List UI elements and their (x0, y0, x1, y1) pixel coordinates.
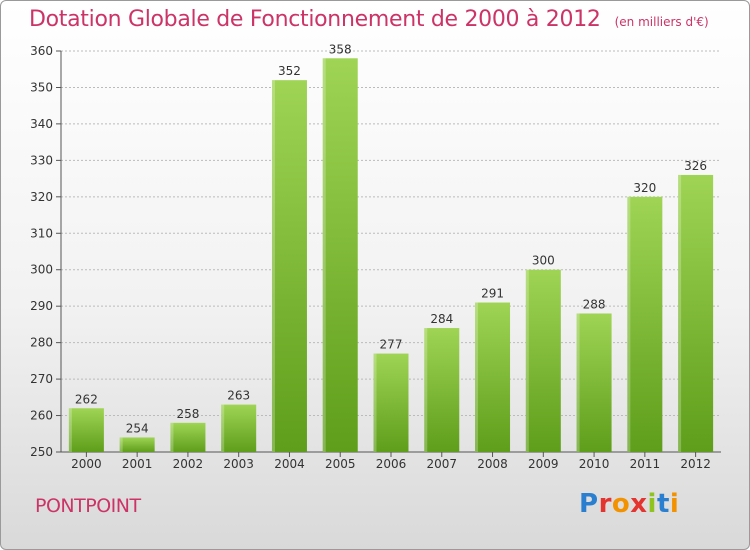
x-tick-label: 2007 (426, 457, 457, 471)
y-tick-label: 320 (30, 190, 53, 204)
bar-2001 (119, 437, 155, 452)
data-label: 320 (633, 181, 656, 195)
y-tick-label: 310 (30, 226, 53, 240)
bar-highlight (373, 353, 377, 452)
grid-lines (61, 50, 721, 417)
data-label: 291 (481, 287, 504, 301)
x-tick-label: 2000 (71, 457, 102, 471)
data-label: 258 (176, 407, 199, 421)
bar-2004 (271, 80, 307, 452)
x-tick-label: 2010 (579, 457, 610, 471)
bar-2002 (170, 422, 206, 452)
bars (68, 58, 714, 453)
bar-highlight (475, 302, 479, 452)
bar-2007 (424, 328, 460, 452)
axes: 250 260 270 280 290 300 310 320 330 340 350 360 2000… (30, 44, 721, 471)
bar-2010 (576, 313, 612, 452)
y-tick-label: 260 (30, 409, 53, 423)
data-label: 262 (75, 392, 98, 406)
y-tick-label: 290 (30, 299, 53, 313)
bar-2009 (525, 269, 561, 452)
bar-highlight (119, 437, 123, 452)
bar-highlight (627, 196, 631, 452)
data-label: 300 (532, 254, 555, 268)
x-tick-label: 2004 (274, 457, 305, 471)
logo-letter: i (647, 489, 657, 519)
y-tick-label: 330 (30, 153, 53, 167)
bar-2011 (627, 196, 663, 452)
logo-letter: i (669, 489, 680, 519)
y-tick-label: 250 (30, 445, 53, 459)
bar-2012 (678, 174, 714, 453)
bar-highlight (322, 58, 326, 453)
bar-highlight (221, 404, 225, 452)
y-tick-label: 340 (30, 117, 53, 131)
bar-2005 (322, 58, 358, 453)
chart-unit: (en milliers d'€) (614, 15, 709, 29)
data-label: 277 (380, 338, 403, 352)
logo-letter: o (611, 489, 631, 519)
x-tick-label: 2005 (325, 457, 356, 471)
logo-letter: x (630, 489, 648, 519)
bar-highlight (576, 313, 580, 452)
chart-title-text: Dotation Globale de Fonctionnement de 20… (29, 7, 601, 32)
y-tick-label: 270 (30, 372, 53, 386)
data-label: 284 (430, 312, 453, 326)
x-tick-label: 2011 (630, 457, 661, 471)
bar-2003 (221, 404, 257, 452)
y-tick-label: 300 (30, 263, 53, 277)
bar-highlight (525, 269, 529, 452)
chart-title: Dotation Globale de Fonctionnement de 20… (29, 7, 709, 32)
logo-letter: r (598, 489, 612, 519)
logo-letter: t (656, 489, 670, 519)
bar-highlight (271, 80, 275, 452)
bar-highlight (170, 422, 174, 452)
data-label: 352 (278, 64, 301, 78)
bar-highlight (68, 408, 72, 452)
x-tick-label: 2003 (223, 457, 254, 471)
data-label: 254 (126, 421, 149, 435)
x-tick-label: 2008 (477, 457, 508, 471)
bar-2006 (373, 353, 409, 452)
x-tick-label: 2012 (680, 457, 711, 471)
proxiti-logo[interactable]: Proxiti (579, 489, 679, 519)
x-tick-label: 2009 (528, 457, 559, 471)
town-name: PONTPOINT (35, 495, 141, 517)
data-label: 263 (227, 389, 250, 403)
logo-letter: P (579, 489, 599, 519)
x-tick-label: 2006 (376, 457, 407, 471)
y-tick-label: 360 (30, 44, 53, 58)
bar-highlight (424, 328, 428, 452)
bar-2008 (475, 302, 511, 452)
labels: 262 254 258 263 352 358 277 284 291 300 288 320 326 (75, 42, 707, 435)
bar-2000 (68, 408, 104, 452)
data-label: 326 (684, 159, 707, 173)
y-tick-label: 350 (30, 80, 53, 94)
data-label: 288 (583, 297, 606, 311)
y-tick-label: 280 (30, 336, 53, 350)
x-tick-label: 2002 (173, 457, 204, 471)
x-tick-label: 2001 (122, 457, 153, 471)
bar-highlight (678, 174, 682, 453)
data-label: 358 (329, 42, 352, 56)
